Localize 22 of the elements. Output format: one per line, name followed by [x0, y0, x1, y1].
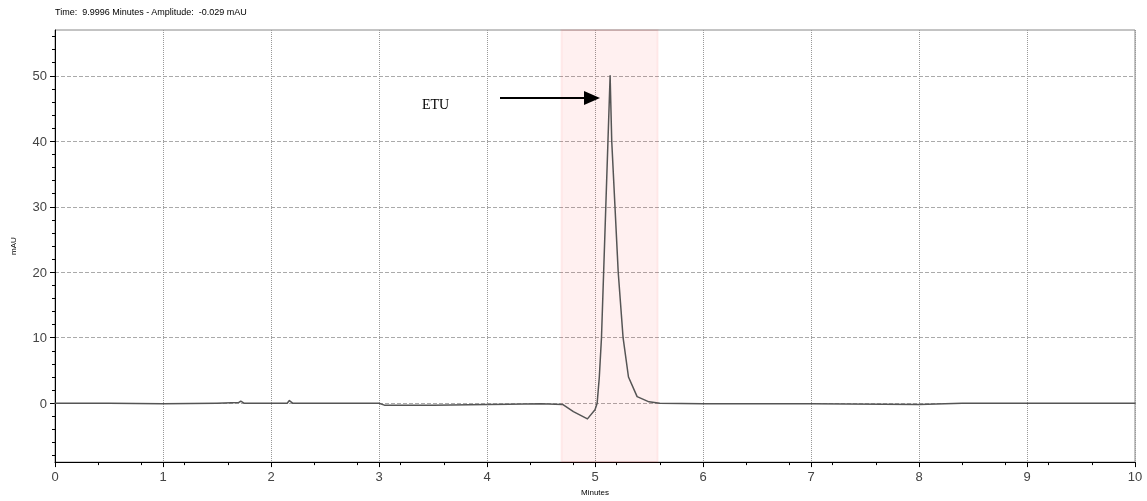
y-tick-label: 10 [32, 330, 47, 346]
annotation: ETU [422, 96, 450, 112]
chart-subtitle: Time: 9.9996 Minutes - Amplitude: -0.029 mAU [55, 6, 247, 17]
x-tick-label: 1 [159, 469, 167, 485]
x-tick-label: 2 [267, 469, 275, 485]
x-tick-label: 4 [483, 469, 491, 485]
x-tick-label: 6 [699, 469, 707, 485]
x-tick-label: 8 [915, 469, 923, 485]
x-tick-label: 9 [1023, 469, 1031, 485]
y-axis-title: mAU [8, 236, 18, 255]
x-tick-label: 7 [807, 469, 815, 485]
x-tick-label: 0 [51, 469, 59, 485]
x-tick-label: 3 [375, 469, 383, 485]
y-tick-label: 40 [32, 133, 47, 149]
y-tick-label: 20 [32, 264, 47, 280]
x-tick-label: 10 [1127, 469, 1143, 485]
x-axis-title: Minutes [580, 487, 610, 497]
y-tick-label: 30 [32, 199, 47, 215]
y-tick-label: 0 [39, 395, 47, 411]
x-tick-label: 5 [591, 469, 599, 485]
y-tick-label: 50 [32, 68, 47, 84]
line-series [54, 75, 1136, 420]
